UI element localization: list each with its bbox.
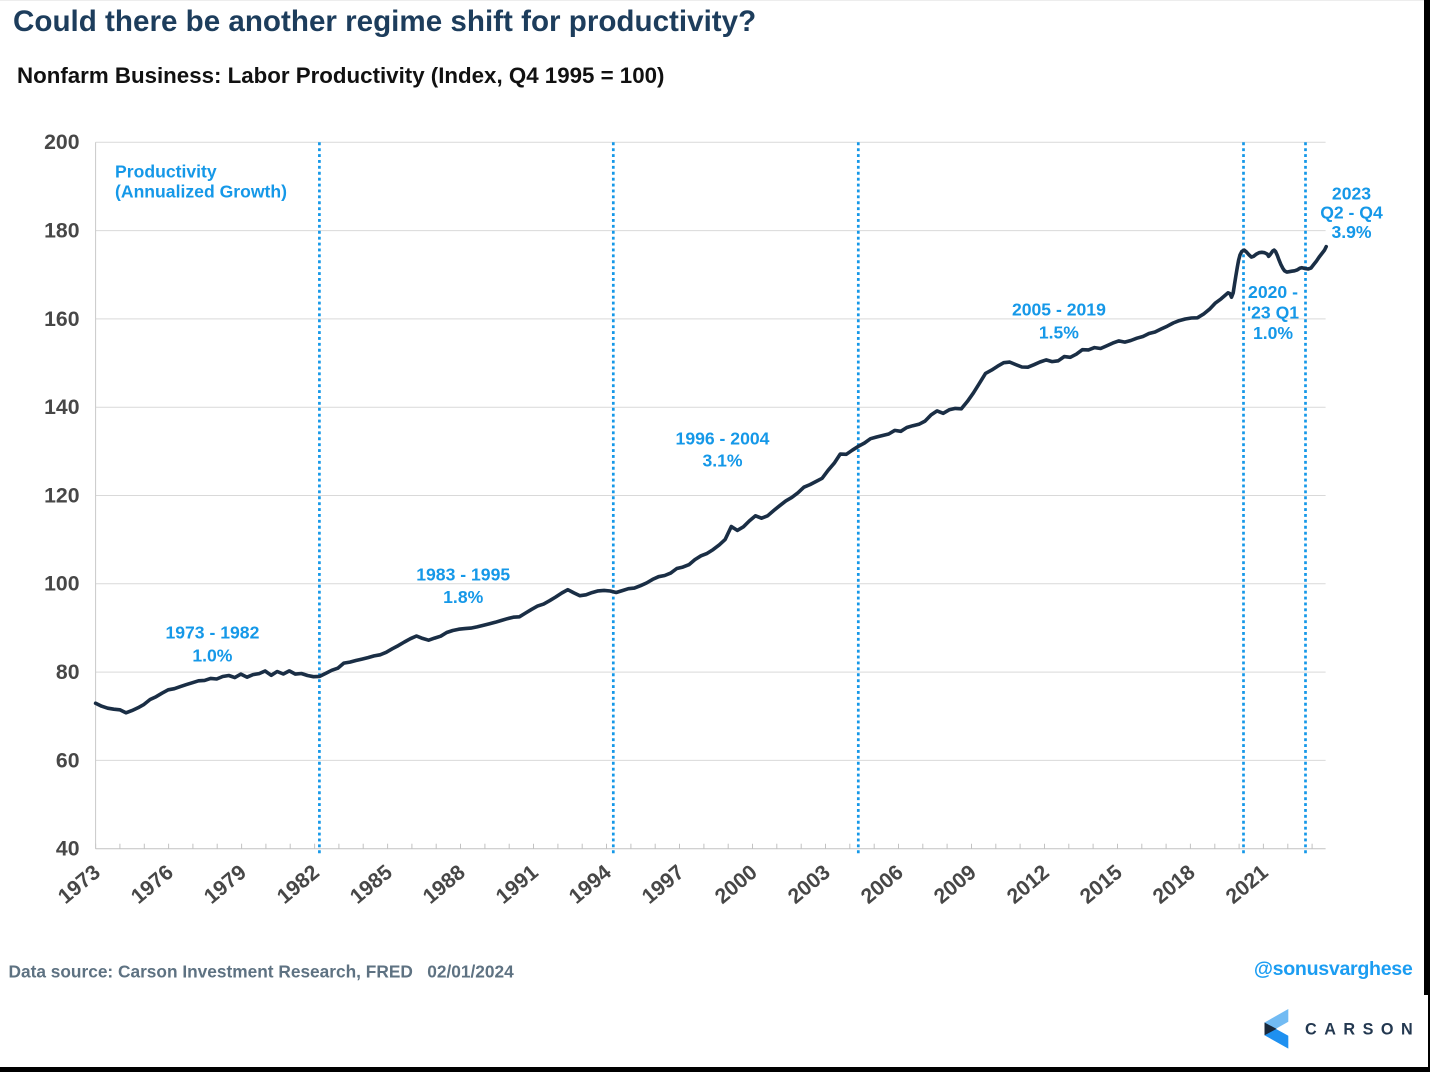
svg-text:3.9%: 3.9% bbox=[1331, 222, 1371, 242]
svg-text:1991: 1991 bbox=[492, 861, 543, 909]
svg-text:2005 - 2019: 2005 - 2019 bbox=[1012, 300, 1106, 320]
svg-text:1983 - 1995: 1983 - 1995 bbox=[416, 565, 510, 585]
svg-text:1985: 1985 bbox=[346, 861, 397, 909]
svg-text:2009: 2009 bbox=[930, 861, 981, 909]
svg-text:CARSON: CARSON bbox=[1305, 1021, 1420, 1039]
svg-text:2020 -: 2020 - bbox=[1248, 282, 1298, 302]
svg-text:100: 100 bbox=[44, 573, 79, 596]
svg-text:1979: 1979 bbox=[200, 861, 251, 909]
svg-text:1.5%: 1.5% bbox=[1039, 323, 1079, 343]
svg-text:1996 - 2004: 1996 - 2004 bbox=[676, 429, 770, 449]
svg-text:1973: 1973 bbox=[54, 861, 105, 909]
svg-text:40: 40 bbox=[56, 838, 80, 861]
svg-text:(Annualized Growth): (Annualized Growth) bbox=[115, 181, 287, 201]
svg-text:1.8%: 1.8% bbox=[443, 587, 483, 607]
svg-text:140: 140 bbox=[44, 396, 79, 419]
svg-text:2000: 2000 bbox=[711, 861, 762, 909]
svg-text:1.0%: 1.0% bbox=[192, 646, 232, 666]
svg-text:180: 180 bbox=[44, 220, 79, 243]
svg-text:1988: 1988 bbox=[419, 861, 470, 909]
svg-text:2015: 2015 bbox=[1076, 861, 1127, 909]
svg-text:2018: 2018 bbox=[1149, 861, 1200, 909]
svg-text:160: 160 bbox=[44, 308, 79, 331]
svg-text:60: 60 bbox=[56, 749, 80, 772]
svg-text:1976: 1976 bbox=[127, 861, 178, 909]
svg-text:Productivity: Productivity bbox=[115, 161, 217, 181]
svg-text:1.0%: 1.0% bbox=[1253, 323, 1293, 343]
svg-text:1997: 1997 bbox=[638, 861, 689, 909]
svg-text:Q2 - Q4: Q2 - Q4 bbox=[1320, 203, 1383, 223]
svg-text:Data source: Carson Investment: Data source: Carson Investment Research,… bbox=[9, 962, 515, 982]
svg-text:120: 120 bbox=[44, 484, 79, 507]
svg-text:1994: 1994 bbox=[565, 861, 616, 909]
svg-text:1973 - 1982: 1973 - 1982 bbox=[165, 623, 259, 643]
svg-text:80: 80 bbox=[56, 661, 80, 684]
svg-text:2021: 2021 bbox=[1222, 861, 1273, 909]
svg-text:200: 200 bbox=[44, 131, 79, 154]
svg-text:'23 Q1: '23 Q1 bbox=[1247, 303, 1299, 323]
svg-text:3.1%: 3.1% bbox=[702, 451, 742, 471]
svg-text:2023: 2023 bbox=[1332, 184, 1371, 204]
svg-text:2006: 2006 bbox=[857, 861, 908, 909]
svg-text:@sonusvarghese: @sonusvarghese bbox=[1254, 958, 1413, 980]
svg-text:2012: 2012 bbox=[1003, 861, 1054, 909]
svg-text:1982: 1982 bbox=[273, 861, 324, 909]
svg-text:2003: 2003 bbox=[784, 861, 835, 909]
